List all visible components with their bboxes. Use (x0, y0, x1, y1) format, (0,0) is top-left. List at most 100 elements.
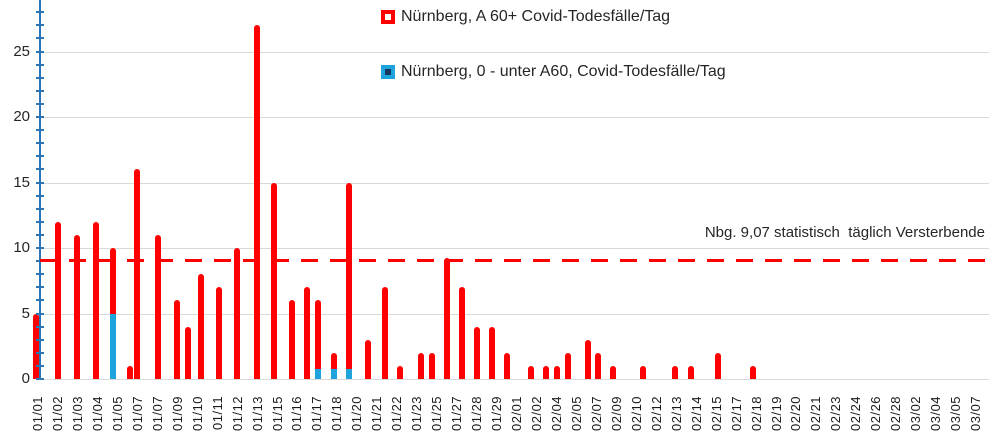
red-series-bar (155, 234, 161, 379)
red-series-bar (33, 313, 39, 379)
y-axis-tick (36, 312, 44, 315)
legend-item-under-a60: Nürnberg, 0 - unter A60, Covid-Todesfäll… (381, 63, 726, 81)
red-series-bar (315, 300, 321, 379)
red-series-bar (346, 182, 352, 379)
y-axis-tick (36, 37, 44, 40)
y-axis-tick (36, 286, 44, 289)
x-axis-label: 02/28 (888, 395, 904, 431)
y-axis-tick (36, 299, 44, 302)
y-axis-tick (36, 50, 44, 53)
x-axis-label: 01/09 (169, 395, 185, 431)
x-axis-label: 03/02 (908, 395, 924, 431)
y-axis-tick (36, 76, 44, 79)
x-axis-label: 01/02 (49, 395, 65, 431)
y-axis-tick-label: 0 (21, 370, 30, 387)
red-series-bar (74, 234, 80, 379)
red-series-bar (174, 300, 180, 379)
red-series-bar (382, 287, 388, 379)
x-axis-label: 03/05 (948, 395, 964, 431)
x-axis-label: 02/13 (668, 395, 684, 431)
x-axis-label: 02/12 (648, 395, 664, 431)
red-series-bar (672, 365, 678, 379)
y-axis-tick (36, 233, 44, 236)
blue-series-bar (346, 368, 352, 379)
y-gridline (40, 248, 989, 249)
x-axis-label: 01/05 (109, 395, 125, 431)
blue-series-bar (331, 368, 337, 379)
red-series-bar (271, 182, 277, 379)
x-axis-label: 02/19 (768, 395, 784, 431)
y-axis-tick-label: 5 (21, 304, 30, 322)
red-series-bar (459, 287, 465, 379)
y-axis-tick (36, 364, 44, 367)
red-series-bar (543, 365, 549, 379)
red-series-bar (528, 365, 534, 379)
blue-series-marker-icon (381, 65, 395, 79)
x-axis-label: 01/18 (329, 395, 345, 431)
x-axis-label: 01/25 (429, 395, 445, 431)
y-axis-tick (36, 194, 44, 197)
red-series-bar (365, 339, 371, 379)
red-series-bar (216, 287, 222, 379)
x-axis-label: 01/20 (349, 395, 365, 431)
reference-line (40, 258, 987, 262)
y-axis-tick-label: 20 (13, 108, 30, 125)
x-axis-label: 02/23 (828, 395, 844, 431)
red-series-bar (134, 169, 140, 379)
red-series-bar (715, 352, 721, 379)
x-axis-baseline (40, 379, 989, 380)
y-axis-tick-label: 25 (13, 42, 30, 60)
red-series-bar (640, 365, 646, 379)
blue-series-bar (315, 368, 321, 379)
y-axis-tick (36, 63, 44, 66)
y-axis-tick (36, 11, 44, 14)
x-axis-label: 01/27 (449, 395, 465, 431)
y-axis-tick (36, 89, 44, 92)
y-axis-tick (36, 220, 44, 223)
red-series-bar (397, 365, 403, 379)
y-gridline (40, 117, 989, 118)
red-series-bar (185, 326, 191, 379)
legend-label-a60plus: Nürnberg, A 60+ Covid-Todesfälle/Tag (401, 8, 671, 25)
blue-series-marker-inner-icon (385, 69, 391, 75)
x-axis-label: 01/04 (89, 395, 105, 431)
x-axis-label: 01/17 (309, 395, 325, 431)
reference-line-label: Nbg. 9,07 statistisch täglich Versterben… (704, 224, 985, 241)
x-axis-label: 01/28 (469, 395, 485, 431)
y-axis-tick (36, 155, 44, 158)
y-axis-tick (36, 102, 44, 105)
red-series-bar (254, 25, 260, 379)
red-series-bar (55, 221, 61, 379)
y-axis-tick (36, 168, 44, 171)
x-axis-label: 01/07 (129, 395, 145, 431)
y-gridline (40, 51, 989, 53)
x-axis-label: 02/01 (509, 395, 525, 431)
x-axis-label: 02/02 (529, 395, 544, 431)
red-series-bar (565, 352, 571, 379)
y-axis-tick (36, 378, 44, 380)
red-series-bar (585, 339, 591, 379)
x-axis-label: 01/01 (30, 395, 45, 431)
x-axis-label: 01/11 (209, 395, 225, 431)
x-axis-label: 02/07 (588, 395, 604, 431)
red-series-bar (595, 352, 601, 379)
y-axis-tick (36, 181, 44, 184)
x-axis-label: 02/15 (708, 395, 724, 431)
x-axis-label: 02/18 (748, 395, 764, 431)
red-series-bar (504, 352, 510, 379)
x-axis-label: 01/03 (69, 395, 85, 431)
x-axis-label: 01/29 (489, 395, 505, 431)
y-axis-tick (36, 116, 44, 118)
red-series-bar (444, 258, 450, 379)
y-axis-tick (36, 247, 44, 249)
y-gridline (40, 182, 989, 184)
legend-label-under-a60: Nürnberg, 0 - unter A60, Covid-Todesfäll… (401, 63, 726, 80)
x-axis-label: 02/09 (608, 395, 624, 431)
red-series-bar (331, 352, 337, 379)
x-axis-label: 02/05 (568, 395, 584, 431)
y-axis-tick (36, 129, 44, 132)
y-axis-tick (36, 351, 44, 354)
red-series-bar (93, 221, 99, 379)
y-axis-tick-label: 15 (13, 173, 30, 191)
